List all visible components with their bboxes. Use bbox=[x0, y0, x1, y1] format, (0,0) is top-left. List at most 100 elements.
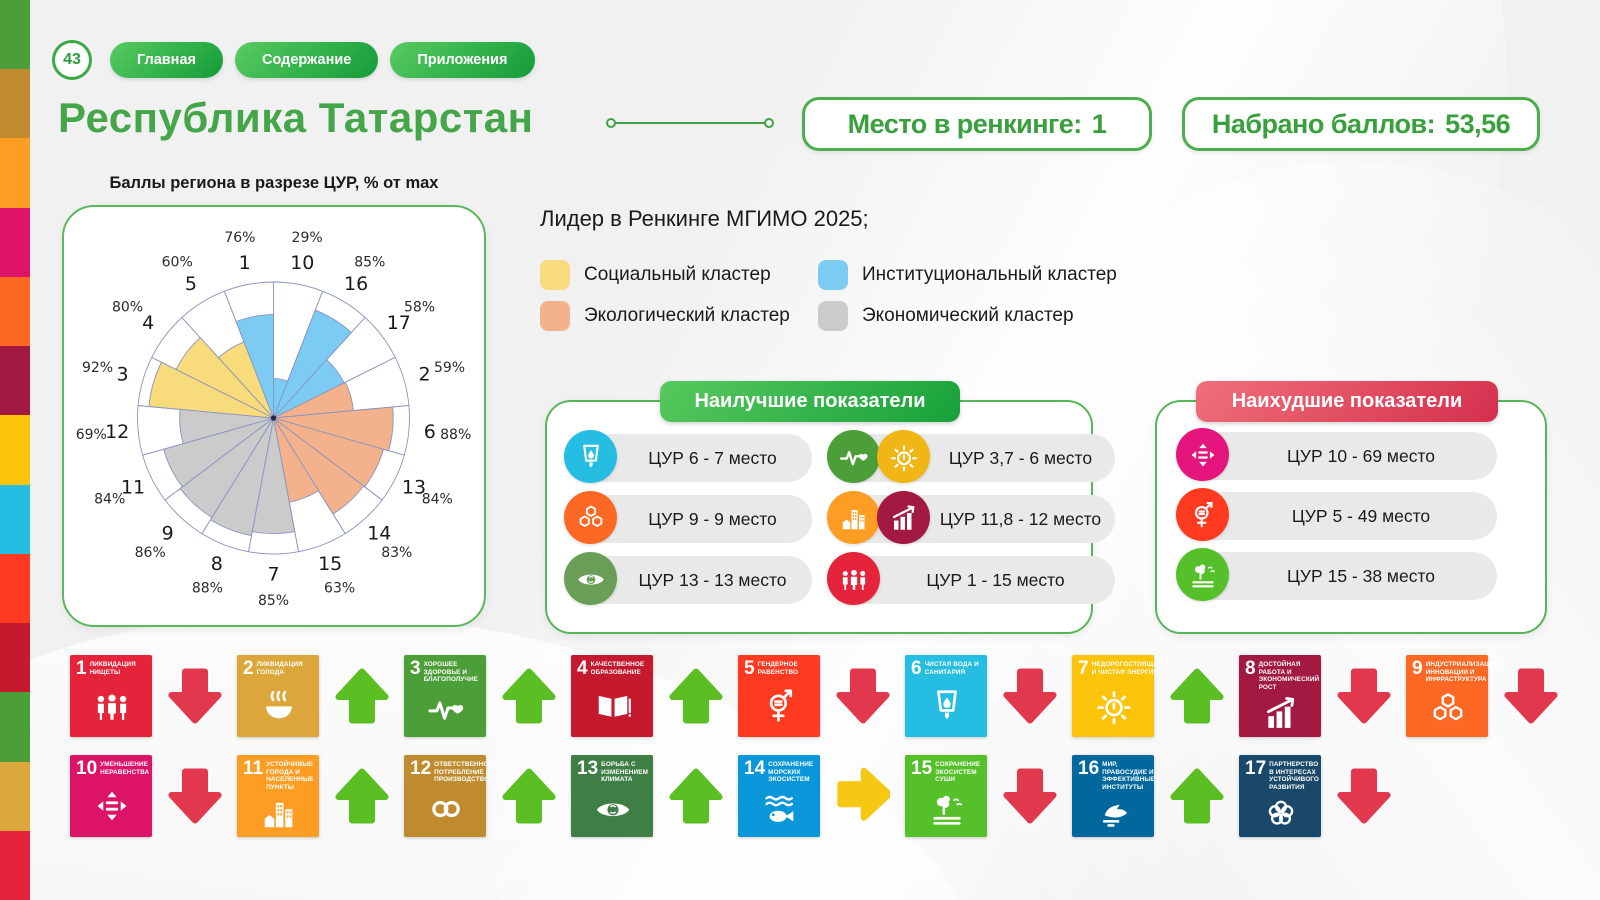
sdg-3-tile: 3 ХОРОШЕЕ ЗДОРОВЬЕ И БЛАГОПОЛУЧИЕ bbox=[404, 655, 486, 737]
sdg-14-pictogram-icon bbox=[744, 784, 815, 834]
trend-arrow bbox=[152, 667, 237, 725]
strip-color-block bbox=[0, 69, 30, 139]
rank-box: Место в ренкинге: 1 bbox=[802, 97, 1152, 151]
strip-color-block bbox=[0, 761, 30, 831]
legend-item: Экономический кластер bbox=[818, 301, 1117, 331]
sdg-tile-unit: 9 ИНДУСТРИАЛИЗАЦИЯ, ИННОВАЦИИ И ИНФРАСТРУ… bbox=[1406, 655, 1573, 737]
chart-sector-value: 60% bbox=[162, 254, 193, 270]
nav-button-appendices[interactable]: Приложения bbox=[390, 42, 535, 78]
sdg-6-pictogram-icon bbox=[911, 678, 982, 734]
sdg-1-tile: 1 ЛИКВИДАЦИЯ НИЩЕТЫ bbox=[70, 655, 152, 737]
sdg-tile-number: 17 bbox=[1245, 758, 1267, 779]
trend-arrow bbox=[486, 767, 571, 825]
sdg-rose-chart-card: 10 29% 16 85% 17 58% 2 59% 6 88% 13 84% 14 83% 15 63% 7 8… bbox=[62, 205, 486, 627]
trend-up-icon bbox=[1169, 768, 1224, 824]
indicator-label: ЦУР 6 - 7 место bbox=[648, 447, 777, 468]
sdg-tile-number: 1 bbox=[76, 658, 87, 679]
best-indicators-panel: ЦУР 6 - 7 место ЦУР 3,7 - 6 место ЦУР 9 - … bbox=[545, 400, 1115, 634]
sdg-13-tile: 13 БОРЬБА С ИЗМЕНЕНИЕМ КЛИМАТА bbox=[571, 755, 653, 837]
indicator-label: ЦУР 3,7 - 6 место bbox=[948, 447, 1093, 468]
nav-button-contents[interactable]: Содержание bbox=[234, 42, 379, 78]
sdg-17-tile: 17 ПАРТНЕРСТВО В ИНТЕРЕСАХ УСТОЙЧИВОГО РА… bbox=[1239, 755, 1321, 837]
sdg-tile-title: ОТВЕТСТВЕННОЕ ПОТРЕБЛЕНИЕ И ПРОИЗВОДСТВО bbox=[434, 761, 493, 784]
sdg-tile-title: СОХРАНЕНИЕ МОРСКИХ ЭКОСИСТЕМ bbox=[768, 761, 814, 784]
sdg-tile-unit: 11 УСТОЙЧИВЫЕ ГОРОДА И НАСЕЛЕННЫЕ ПУНКТЫ bbox=[237, 755, 404, 837]
chart-sector-value: 88% bbox=[192, 581, 223, 597]
chart-sector-value: 85% bbox=[258, 593, 289, 609]
chart-sector-number: 7 bbox=[267, 564, 279, 586]
sdg-16-tile: 16 МИР, ПРАВОСУДИЕ И ЭФФЕКТИВНЫЕ ИНСТИТУТ… bbox=[1072, 755, 1155, 837]
strip-color-block bbox=[0, 207, 30, 277]
legend-item: Экологический кластер bbox=[540, 301, 818, 331]
trend-arrow bbox=[820, 667, 905, 725]
chart-sector-number: 3 bbox=[116, 364, 128, 386]
trend-up-icon bbox=[501, 768, 556, 824]
title-connector-line bbox=[606, 118, 774, 128]
sdg-tiles-row-1: 1 ЛИКВИДАЦИЯ НИЩЕТЫ 2 ЛИКВИДАЦИЯ ГОЛОДА 3 ХОР… bbox=[70, 655, 1573, 737]
trend-arrow bbox=[319, 767, 404, 825]
trend-up-icon bbox=[334, 768, 389, 824]
trend-up-icon bbox=[1169, 668, 1224, 724]
trend-arrow bbox=[987, 667, 1072, 725]
trend-right-icon bbox=[836, 767, 890, 821]
sdg-8-growth-icon bbox=[877, 491, 930, 544]
nav-button-home[interactable]: Главная bbox=[110, 42, 223, 78]
sdg-tile-title: УСТОЙЧИВЫЕ ГОРОДА И НАСЕЛЕННЫЕ ПУНКТЫ bbox=[266, 761, 314, 792]
trend-down-icon bbox=[1503, 668, 1558, 724]
indicator-label: ЦУР 1 - 15 место bbox=[926, 569, 1065, 590]
sdg-tile-unit: 3 ХОРОШЕЕ ЗДОРОВЬЕ И БЛАГОПОЛУЧИЕ bbox=[404, 655, 571, 737]
sdg-4-tile: 4 КАЧЕСТВЕННОЕ ОБРАЗОВАНИЕ bbox=[571, 655, 653, 737]
sdg-tile-number: 10 bbox=[76, 758, 98, 779]
trend-down-icon bbox=[1336, 668, 1391, 724]
strip-color-block bbox=[0, 276, 30, 347]
legend-item: Институциональный кластер bbox=[818, 260, 1117, 290]
chart-sector-value: 59% bbox=[434, 360, 465, 376]
sdg-10-inequality-icon bbox=[1176, 428, 1229, 481]
trend-down-icon bbox=[1002, 668, 1057, 724]
sdg-tiles-row-2: 10 УМЕНЬШЕНИЕ НЕРАВЕНСТВА 11 УСТОЙЧИВЫЕ ГОР… bbox=[70, 755, 1406, 837]
chart-title: Баллы региона в разрезе ЦУР, % от max bbox=[109, 174, 439, 192]
chart-sector-value: 92% bbox=[82, 360, 113, 376]
score-box: Набрано баллов: 53,56 bbox=[1182, 97, 1540, 151]
sdg-tile-head: 6 ЧИСТАЯ ВОДА И САНИТАРИЯ bbox=[911, 659, 982, 678]
chart-sector-number: 10 bbox=[290, 252, 314, 274]
indicator-label: ЦУР 5 - 49 место bbox=[1291, 505, 1431, 526]
sdg-6-water-icon bbox=[564, 430, 617, 483]
sdg-tile-unit: 10 УМЕНЬШЕНИЕ НЕРАВЕНСТВА bbox=[70, 755, 237, 837]
chart-sector-number: 4 bbox=[142, 312, 154, 334]
legend-label: Экологический кластер bbox=[584, 305, 790, 326]
sdg-9-pictogram-icon bbox=[1412, 684, 1483, 734]
trend-arrow bbox=[820, 767, 905, 825]
sdg-7-pictogram-icon bbox=[1078, 678, 1149, 734]
sdg-tile-unit: 7 НЕДОРОГОСТОЯЩАЯ И ЧИСТАЯ ЭНЕРГИЯ bbox=[1072, 655, 1239, 737]
chart-sector-number: 2 bbox=[418, 364, 430, 386]
rank-label: Место в ренкинге: bbox=[847, 108, 1083, 139]
sdg-tile-unit: 4 КАЧЕСТВЕННОЕ ОБРАЗОВАНИЕ bbox=[571, 655, 738, 737]
indicator-item: ЦУР 11,8 - 12 место bbox=[827, 491, 1115, 544]
chart-sector-value: 69% bbox=[76, 427, 107, 443]
sdg-tile-head: 17 ПАРТНЕРСТВО В ИНТЕРЕСАХ УСТОЙЧИВОГО РА… bbox=[1245, 758, 1319, 792]
chart-sector-number: 5 bbox=[185, 273, 197, 295]
sdg-7-energy-icon bbox=[877, 430, 930, 483]
sdg-12-pictogram-icon bbox=[410, 784, 481, 834]
legend-swatch bbox=[540, 260, 570, 290]
legend-item: Социальный кластер bbox=[540, 260, 818, 290]
strip-color-block bbox=[0, 623, 30, 693]
sdg-tile-number: 2 bbox=[243, 658, 254, 679]
sdg-tile-head: 15 СОХРАНЕНИЕ ЭКОСИСТЕМ СУШИ bbox=[911, 758, 982, 784]
rank-value: 1 bbox=[1091, 108, 1107, 139]
trend-down-icon bbox=[167, 768, 222, 824]
trend-up-icon bbox=[668, 668, 723, 724]
legend-label: Экономический кластер bbox=[862, 305, 1074, 326]
trend-up-icon bbox=[668, 768, 723, 824]
strip-color-block bbox=[0, 415, 30, 485]
sdg-tile-number: 15 bbox=[911, 758, 933, 779]
indicator-item: ЦУР 9 - 9 место bbox=[564, 491, 812, 544]
sdg-16-pictogram-icon bbox=[1078, 792, 1149, 834]
legend-label: Институциональный кластер bbox=[862, 264, 1117, 285]
legend-swatch bbox=[818, 301, 848, 331]
chart-sector-value: 86% bbox=[135, 545, 166, 561]
sdg-1-poverty-icon bbox=[827, 552, 880, 605]
sdg-tile-number: 11 bbox=[243, 758, 264, 779]
